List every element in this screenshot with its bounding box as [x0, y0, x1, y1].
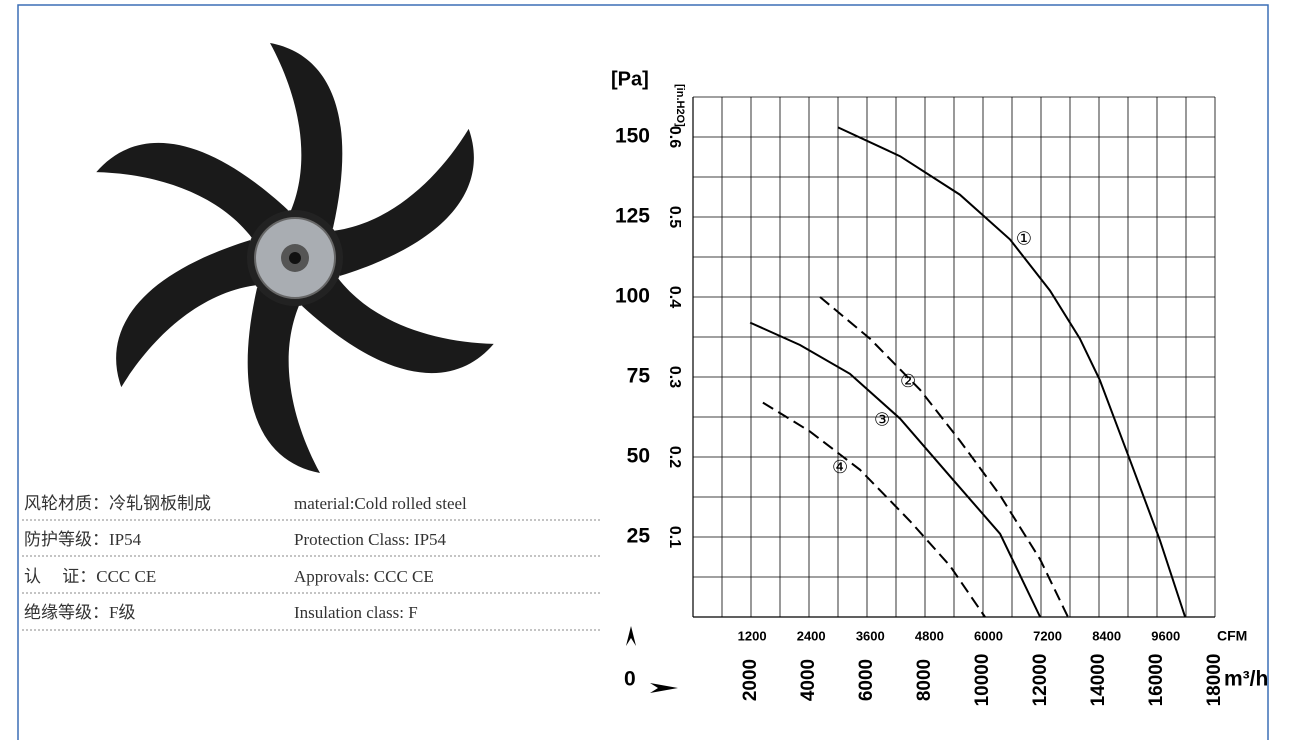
frame [17, 4, 1269, 740]
x2-tick-label: 8400 [1092, 628, 1121, 643]
x-tick-label: 8000 [914, 659, 935, 701]
spec-cn: 认 证：CCC CE [24, 567, 156, 586]
up-arrow [626, 626, 636, 646]
x2-tick-label: 4800 [915, 628, 944, 643]
curve-label: ④ [832, 457, 848, 478]
y-tick-label: 100 [615, 285, 650, 308]
curve [819, 296, 1069, 618]
y-tick-label: 150 [615, 125, 650, 148]
y-axis-label: [Pa] [611, 68, 649, 90]
x-tick-label: 14000 [1088, 654, 1109, 707]
y2-tick-label: 0.3 [666, 366, 683, 388]
x2-tick-label: 3600 [856, 628, 885, 643]
spec-en: material:Cold rolled steel [294, 494, 467, 513]
x-axis-label: m³/h [1224, 668, 1268, 691]
spec-en: Approvals: CCC CE [294, 567, 434, 586]
x-tick-label: 18000 [1204, 654, 1225, 707]
y-tick-label: 50 [627, 445, 650, 468]
x2-tick-label: 7200 [1033, 628, 1062, 643]
y-tick-label: 125 [615, 205, 650, 228]
x-tick-label: 2000 [740, 659, 761, 701]
x-tick-label: 12000 [1030, 654, 1051, 707]
x-tick-label: 16000 [1146, 654, 1167, 707]
curve [837, 126, 1187, 618]
right-arrow [650, 683, 678, 693]
y2-tick-label: 0.5 [666, 206, 683, 228]
x2-axis-label: CFM [1217, 628, 1247, 644]
y2-tick-label: 0.6 [666, 126, 683, 148]
spec-cn: 风轮材质：冷轧钢板制成 [24, 494, 211, 513]
curve-label: ③ [874, 410, 890, 431]
y2-tick-label: 0.1 [666, 526, 683, 548]
curve [749, 321, 1042, 618]
y-tick-label: 75 [627, 365, 651, 388]
fan-image [96, 43, 494, 473]
spec-cn: 防护等级：IP54 [24, 530, 142, 549]
x2-tick-label: 9600 [1151, 628, 1180, 643]
spec-table: 风轮材质：冷轧钢板制成 material:Cold rolled steel 防… [22, 494, 600, 631]
x-tick-label: 10000 [972, 654, 993, 707]
y2-tick-label: 0.2 [666, 446, 683, 468]
y2-tick-label: 0.4 [666, 286, 683, 308]
spec-en: Insulation class: F [294, 603, 418, 622]
curve [762, 401, 986, 618]
x2-tick-label: 2400 [797, 628, 826, 643]
curve-label: ① [1016, 228, 1032, 249]
spec-en: Protection Class: IP54 [294, 530, 447, 549]
x2-tick-label: 1200 [738, 628, 767, 643]
x2-tick-label: 6000 [974, 628, 1003, 643]
x-tick-label: 4000 [798, 659, 819, 701]
x-tick-label: 6000 [856, 659, 877, 701]
spec-cn: 绝缘等级：F级 [24, 603, 135, 622]
curve-label: ② [900, 371, 916, 392]
y2-axis-label: [in.H2O] [674, 84, 686, 127]
origin-label: 0 [624, 668, 636, 691]
y-tick-label: 25 [627, 525, 651, 548]
